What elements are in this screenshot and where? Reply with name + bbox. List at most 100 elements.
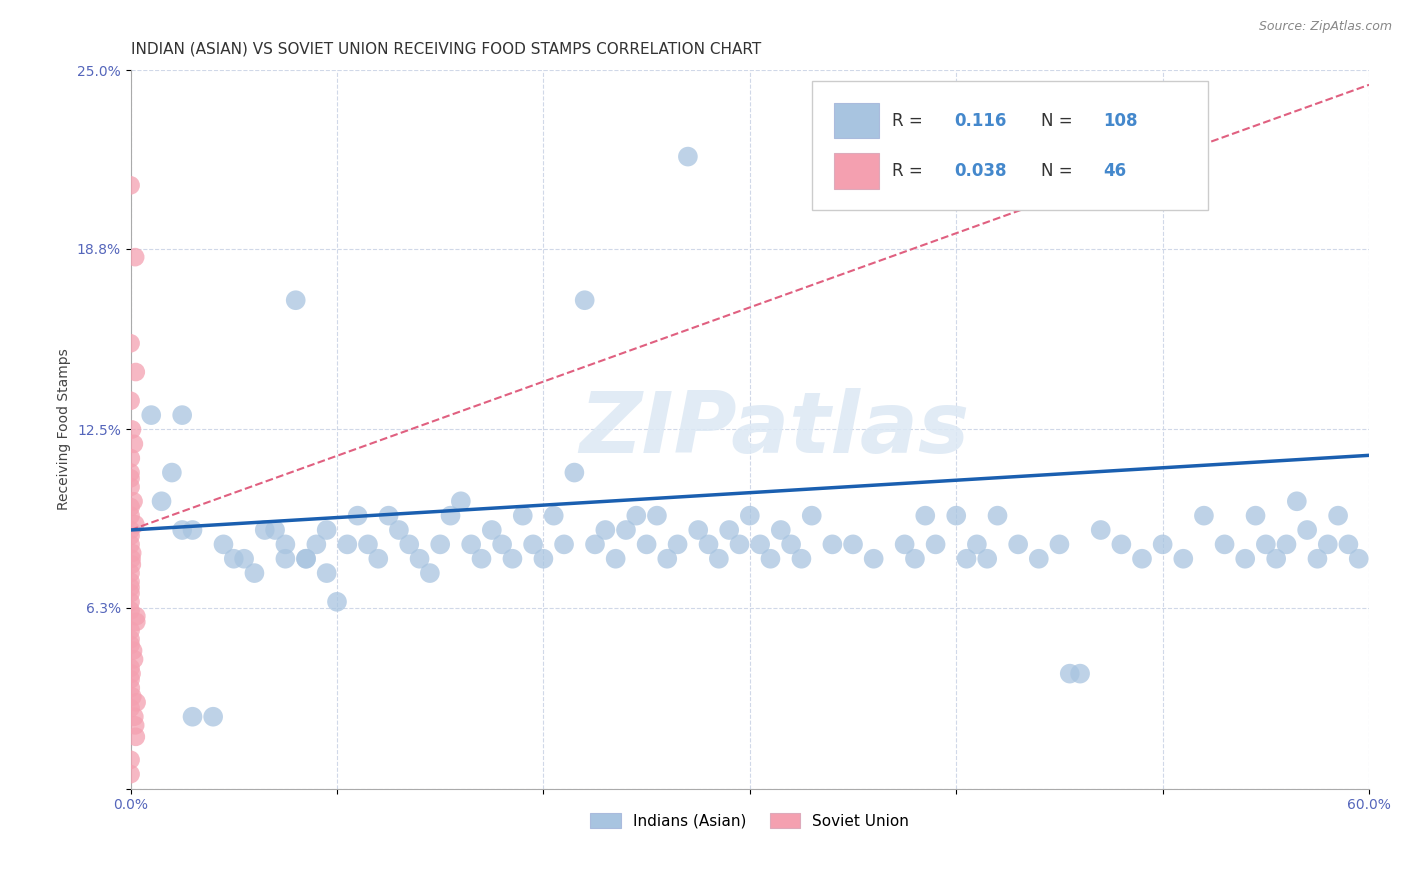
Text: N =: N = [1040, 112, 1078, 129]
Point [326, 595, 349, 609]
Point [120, 581, 142, 595]
Point [1049, 537, 1071, 551]
Point [346, 508, 368, 523]
Point [728, 537, 751, 551]
Text: 0.038: 0.038 [955, 162, 1007, 180]
Point [120, 466, 142, 480]
Point [491, 537, 513, 551]
Point [481, 523, 503, 537]
Point [125, 615, 148, 629]
Point [357, 537, 380, 551]
Point [124, 718, 146, 732]
Point [821, 537, 844, 551]
Point [120, 753, 142, 767]
Point [862, 551, 884, 566]
FancyBboxPatch shape [834, 153, 879, 188]
Point [522, 537, 544, 551]
Point [141, 408, 163, 422]
Point [924, 537, 946, 551]
Point [553, 537, 575, 551]
Point [120, 624, 142, 638]
Point [120, 178, 142, 193]
Point [264, 523, 287, 537]
Point [439, 508, 461, 523]
Point [243, 566, 266, 580]
Point [1007, 537, 1029, 551]
Point [120, 529, 142, 543]
Point [274, 551, 297, 566]
Point [233, 551, 256, 566]
Point [1069, 666, 1091, 681]
Point [1265, 551, 1288, 566]
Text: 46: 46 [1102, 162, 1126, 180]
Text: R =: R = [893, 162, 928, 180]
Point [1090, 523, 1112, 537]
Point [955, 551, 977, 566]
Point [408, 551, 430, 566]
Point [883, 120, 905, 135]
Point [121, 690, 143, 704]
Point [636, 537, 658, 551]
Point [666, 537, 689, 551]
Point [120, 471, 142, 485]
Point [150, 494, 173, 508]
Point [780, 537, 803, 551]
Point [336, 537, 359, 551]
Point [120, 632, 142, 647]
Point [181, 523, 204, 537]
FancyBboxPatch shape [811, 81, 1208, 211]
Point [1152, 537, 1174, 551]
Point [122, 437, 145, 451]
Point [842, 537, 865, 551]
Point [583, 537, 606, 551]
Point [121, 546, 143, 560]
Point [121, 551, 143, 566]
Point [1213, 537, 1236, 551]
Point [1130, 551, 1153, 566]
Point [1192, 508, 1215, 523]
Point [315, 566, 337, 580]
Point [688, 523, 710, 537]
Point [120, 701, 142, 715]
Point [202, 709, 225, 723]
Point [125, 609, 148, 624]
Point [1111, 537, 1133, 551]
Point [1306, 551, 1329, 566]
Text: Source: ZipAtlas.com: Source: ZipAtlas.com [1258, 20, 1392, 33]
Point [125, 730, 148, 744]
Point [1327, 508, 1350, 523]
Point [800, 508, 823, 523]
Point [460, 537, 482, 551]
Point [614, 523, 637, 537]
Point [122, 652, 145, 666]
Point [1173, 551, 1195, 566]
Point [122, 494, 145, 508]
Point [120, 393, 142, 408]
Point [512, 508, 534, 523]
Point [388, 523, 411, 537]
Point [284, 293, 307, 308]
Point [1254, 537, 1277, 551]
Point [121, 422, 143, 436]
Point [574, 293, 596, 308]
Point [120, 603, 142, 617]
Point [367, 551, 389, 566]
Point [450, 494, 472, 508]
Point [120, 673, 142, 687]
Point [676, 150, 699, 164]
Point [172, 408, 194, 422]
Point [121, 666, 143, 681]
Point [945, 508, 967, 523]
Point [470, 551, 492, 566]
Point [125, 365, 148, 379]
Point [645, 508, 668, 523]
Point [121, 558, 143, 572]
Point [759, 551, 782, 566]
FancyBboxPatch shape [834, 103, 879, 138]
Point [738, 508, 761, 523]
Point [790, 551, 813, 566]
Point [212, 537, 235, 551]
Point [501, 551, 523, 566]
Point [657, 551, 679, 566]
Point [120, 681, 142, 695]
